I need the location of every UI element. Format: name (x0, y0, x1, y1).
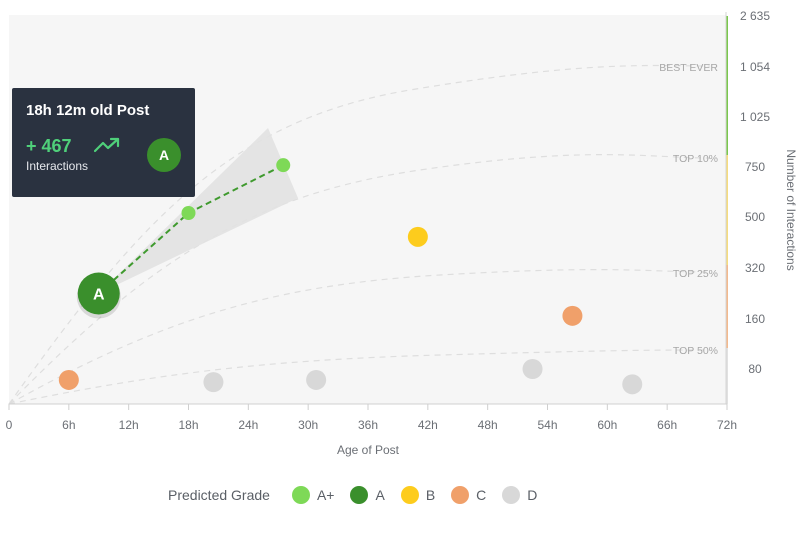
grade-d-point (522, 359, 543, 379)
legend-swatch (350, 486, 369, 504)
x-tick-label: 42h (418, 418, 438, 432)
legend-swatch (451, 486, 470, 504)
percentile-band (726, 265, 728, 348)
grade-c-point (562, 305, 583, 326)
x-tick-label: 36h (358, 418, 378, 432)
legend-label: A+ (316, 487, 335, 503)
tooltip-title: 18h 12m old Post (26, 102, 150, 119)
y-tick-label: 750 (745, 160, 765, 174)
grade-b-point (407, 226, 428, 247)
benchmark-curve (8, 64, 711, 405)
benchmark-label: TOP 25% (673, 268, 718, 280)
grade-d-point (622, 374, 643, 395)
x-tick-label: 6h (62, 418, 75, 432)
y-tick-label: 1 054 (740, 60, 770, 74)
benchmark-curve (8, 269, 711, 405)
grade-aplus-point (181, 206, 196, 220)
legend-label: C (476, 487, 487, 503)
y-tick-label: 320 (745, 261, 765, 275)
y-tick-label: 2 635 (740, 9, 770, 23)
grade-c-point (58, 369, 79, 390)
y-tick-label: 80 (748, 362, 762, 376)
tooltip-label: Interactions (26, 159, 89, 173)
x-tick-label: 18h (178, 418, 198, 432)
grade-a-point (77, 272, 120, 315)
benchmark-curve (8, 349, 711, 405)
x-tick-label: 48h (478, 418, 498, 432)
x-tick-label: 12h (119, 418, 139, 432)
post-tooltip: 18h 12m old Post + 467 Interactions A (12, 88, 195, 197)
legend-item-d[interactable]: D (502, 486, 537, 504)
grade-d-point (203, 372, 224, 393)
grade-d-point (306, 369, 327, 390)
x-tick-label: 54h (537, 418, 557, 432)
percentile-band (726, 16, 728, 155)
legend-label: A (375, 487, 385, 503)
legend-swatch (400, 486, 419, 504)
benchmark-label: TOP 10% (673, 153, 718, 165)
x-axis-title: Age of Post (337, 443, 400, 457)
y-tick-label: 500 (745, 210, 765, 224)
percentile-band (726, 155, 728, 265)
y-tick-label: 160 (745, 312, 765, 326)
tooltip-grade-badge: A (147, 138, 181, 172)
plot-area (9, 15, 727, 404)
x-tick-label: 30h (298, 418, 318, 432)
legend-item-a[interactable]: A (350, 486, 385, 504)
legend-label: B (425, 487, 436, 503)
legend-swatch (502, 486, 521, 504)
x-tick-label: 24h (238, 418, 258, 432)
legend-label: D (527, 487, 538, 503)
grade-a-point-label: A (93, 287, 105, 304)
grade-aplus-point (276, 158, 291, 173)
y-axis-title: Number of Interactions (784, 149, 798, 270)
x-tick-label: 0 (6, 418, 13, 432)
x-tick-label: 66h (657, 418, 677, 432)
benchmark-label: TOP 50% (673, 345, 718, 357)
legend-title: Predicted Grade (168, 487, 270, 503)
legend-swatch (291, 486, 310, 504)
x-tick-label: 60h (597, 418, 617, 432)
prediction-cone (98, 128, 298, 294)
x-tick-label: 72h (717, 418, 737, 432)
trending-up-icon (94, 137, 120, 153)
legend-item-aplus[interactable]: A+ (291, 486, 335, 504)
y-tick-label: 1 025 (740, 110, 770, 124)
legend-item-c[interactable]: C (451, 486, 486, 504)
legend: Predicted Grade A+ A B C D (168, 484, 553, 506)
benchmark-label: BEST EVER (659, 62, 718, 74)
legend-item-b[interactable]: B (400, 486, 436, 504)
percentile-band (726, 348, 728, 404)
tooltip-delta: + 467 (26, 136, 72, 156)
